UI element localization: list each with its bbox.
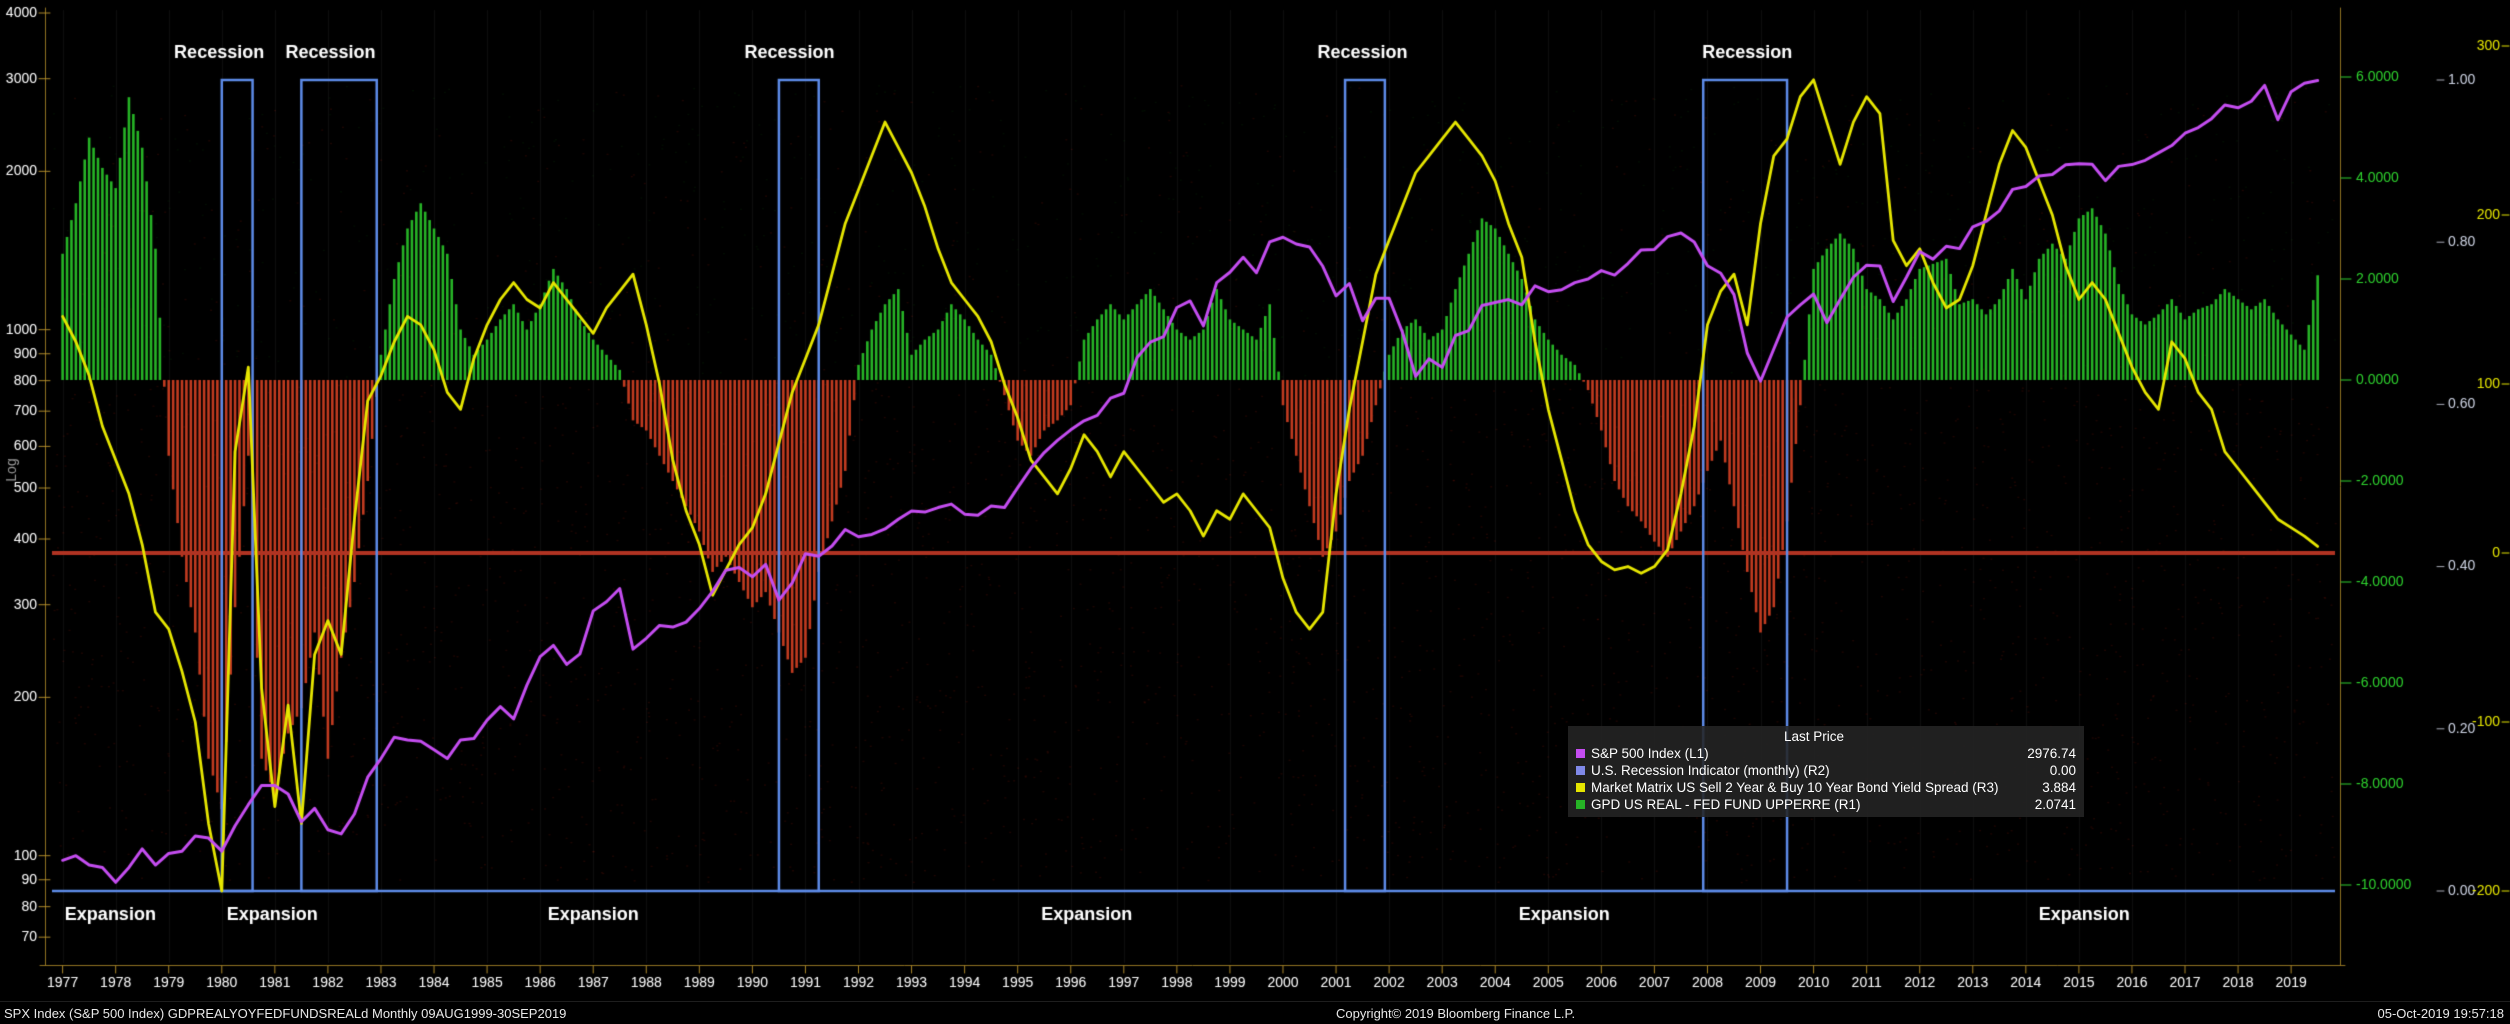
legend-label-yield-spread: Market Matrix US Sell 2 Year & Buy 10 Ye…: [1591, 780, 1999, 795]
legend-swatch-sp500-icon: [1576, 749, 1585, 758]
legend-value-sp500: 2976.74: [2027, 746, 2076, 761]
legend-swatch-recession-icon: [1576, 766, 1585, 775]
legend-value-recession: 0.00: [2049, 763, 2076, 778]
legend-value-gdp-fedfund: 2.0741: [2034, 797, 2076, 812]
status-security-info: SPX Index (S&P 500 Index) GDPREALYOYFEDF…: [4, 1006, 567, 1021]
legend-row-gdp-fedfund[interactable]: GPD US REAL - FED FUND UPPERRE (R1) 2.07…: [1576, 796, 2076, 813]
legend-label-sp500: S&P 500 Index (L1): [1591, 746, 1709, 761]
legend-title: Last Price: [1784, 729, 1845, 744]
legend-label-gdp-fedfund: GPD US REAL - FED FUND UPPERRE (R1): [1591, 797, 1861, 812]
legend-label-recession: U.S. Recession Indicator (monthly) (R2): [1591, 763, 1830, 778]
legend-row-yield-spread[interactable]: Market Matrix US Sell 2 Year & Buy 10 Ye…: [1576, 779, 2076, 796]
status-bar: SPX Index (S&P 500 Index) GDPREALYOYFEDF…: [0, 1001, 2510, 1024]
legend-swatch-gdp-fedfund-icon: [1576, 800, 1585, 809]
legend-swatch-yield-spread-icon: [1576, 783, 1585, 792]
status-copyright: Copyright© 2019 Bloomberg Finance L.P.: [1336, 1006, 1576, 1021]
legend-row-sp500[interactable]: S&P 500 Index (L1) 2976.74: [1576, 745, 2076, 762]
legend-row-recession[interactable]: U.S. Recession Indicator (monthly) (R2) …: [1576, 762, 2076, 779]
legend-panel: Last Price S&P 500 Index (L1) 2976.74 U.…: [1568, 726, 2084, 817]
legend-value-yield-spread: 3.884: [2042, 780, 2076, 795]
status-datetime: 05-Oct-2019 19:57:18: [2377, 1006, 2504, 1021]
